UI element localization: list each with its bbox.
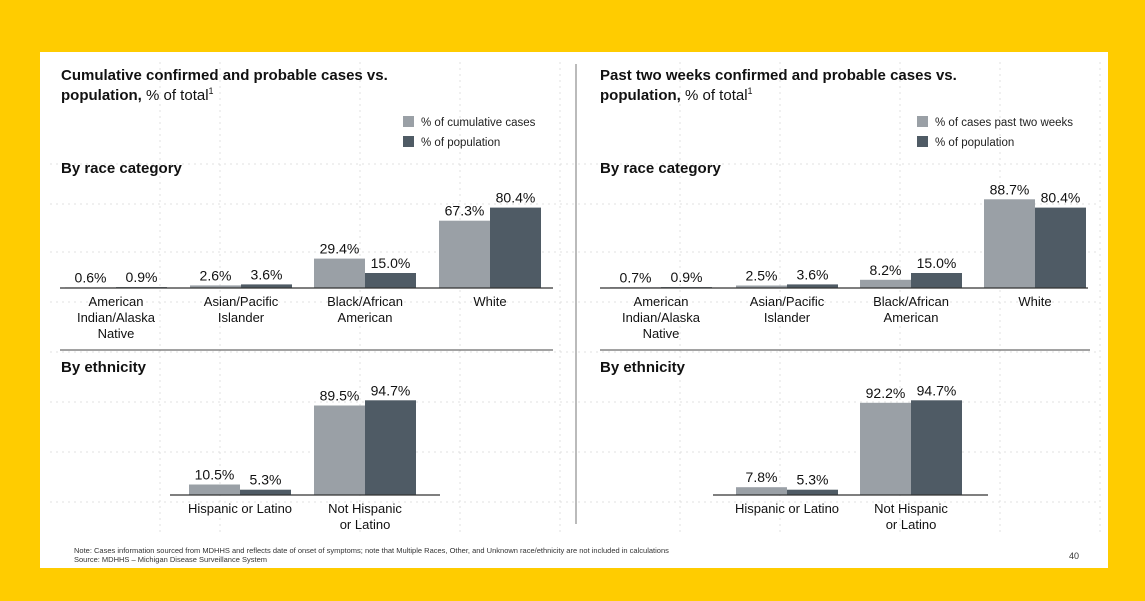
right-race-value-label-1-0: 0.9% [671, 269, 703, 285]
left-race-heading: By race category [61, 160, 183, 177]
left-ethnicity-chart: 10.5% 5.3% Hispanic or Latino 89.5% 94.7% Not… [170, 382, 440, 532]
right-race-category-label-0-1: Indian/Alaska [622, 310, 701, 325]
left-race-category-label-2-0: Black/African [327, 294, 403, 309]
slide: Cumulative confirmed and probable cases … [40, 52, 1108, 568]
left-ethnicity-bar-1-1 [365, 400, 416, 495]
left-race-category-label-0-2: Native [98, 326, 135, 341]
left-race-category-label-3-0: White [473, 294, 506, 309]
left-race-category-label-1-0: Asian/Pacific [204, 294, 279, 309]
left-race-value-label-1-3: 80.4% [496, 190, 536, 206]
page-number: 40 [1069, 551, 1080, 561]
right-ethnicity-value-label-0-1: 92.2% [866, 385, 906, 401]
right-title-line2: population, % of total1 [600, 86, 753, 104]
left-race-value-label-0-2: 29.4% [320, 241, 360, 257]
right-race-bar-0-3 [984, 199, 1035, 288]
right-legend-swatch-population [917, 136, 928, 147]
footnote-note: Note: Cases information sourced from MDH… [74, 546, 669, 555]
left-ethnicity-category-label-0-0: Hispanic or Latino [188, 501, 292, 516]
left-race-value-label-0-1: 2.6% [200, 267, 232, 283]
left-ethnicity-value-label-1-0: 5.3% [250, 472, 282, 488]
right-race-category-label-2-0: Black/African [873, 294, 949, 309]
left-race-value-label-0-0: 0.6% [75, 269, 107, 285]
left-ethnicity-category-label-1-1: or Latino [340, 517, 391, 532]
right-race-value-label-0-0: 0.7% [620, 269, 652, 285]
right-ethnicity-value-label-1-1: 94.7% [917, 382, 957, 398]
left-race-bar-1-1 [241, 284, 292, 288]
right-race-value-label-0-1: 2.5% [746, 268, 778, 284]
left-ethnicity-category-label-1-0: Not Hispanic [328, 501, 402, 516]
right-legend: % of cases past two weeks % of populatio… [917, 116, 1073, 149]
left-race-bar-0-2 [314, 258, 365, 288]
left-ethnicity-value-label-0-0: 10.5% [195, 467, 235, 483]
right-race-category-label-3-0: White [1018, 294, 1051, 309]
left-race-value-label-1-2: 15.0% [371, 255, 411, 271]
right-race-category-label-0-2: Native [643, 326, 680, 341]
right-ethnicity-chart: 7.8% 5.3% Hispanic or Latino 92.2% 94.7% Not … [713, 382, 988, 532]
right-ethnicity-bar-0-0 [736, 487, 787, 495]
right-ethnicity-bar-1-0 [787, 489, 838, 495]
background-grid [50, 62, 1101, 532]
right-race-value-label-0-3: 88.7% [990, 181, 1030, 197]
right-race-value-label-1-3: 80.4% [1041, 190, 1081, 206]
right-race-bar-0-1 [736, 285, 787, 288]
left-legend-label-population: % of population [421, 137, 500, 149]
right-ethnicity-value-label-0-0: 7.8% [746, 469, 778, 485]
right-legend-label-population: % of population [935, 137, 1014, 149]
left-title-line1: Cumulative confirmed and probable cases … [61, 67, 388, 84]
right-ethnicity-category-label-1-0: Not Hispanic [874, 501, 948, 516]
left-race-bar-0-1 [190, 285, 241, 288]
right-race-bar-1-1 [787, 284, 838, 288]
right-ethnicity-category-label-1-1: or Latino [886, 517, 937, 532]
right-race-bar-1-2 [911, 273, 962, 288]
right-race-category-label-0-0: American [634, 294, 689, 309]
left-title-line2: population, % of total1 [61, 86, 214, 104]
left-legend-swatch-cases [403, 116, 414, 127]
left-race-value-label-1-1: 3.6% [251, 266, 283, 282]
right-race-value-label-1-1: 3.6% [797, 266, 829, 282]
footnote: Note: Cases information sourced from MDH… [74, 546, 974, 564]
right-race-category-label-1-1: Islander [764, 310, 811, 325]
footnote-source: Source: MDHHS – Michigan Disease Surveil… [74, 555, 267, 564]
left-race-category-label-0-1: Indian/Alaska [77, 310, 156, 325]
right-race-category-label-2-1: American [884, 310, 939, 325]
left-ethnicity-value-label-1-1: 94.7% [371, 382, 411, 398]
right-ethnicity-heading: By ethnicity [600, 359, 686, 376]
right-title-line1: Past two weeks confirmed and probable ca… [600, 67, 957, 84]
left-race-bar-0-3 [439, 220, 490, 288]
left-ethnicity-bar-0-0 [189, 484, 240, 495]
right-ethnicity-bar-1-1 [911, 400, 962, 495]
right-race-category-label-1-0: Asian/Pacific [750, 294, 825, 309]
left-legend-label-cases: % of cumulative cases [421, 117, 536, 129]
charts-canvas: Cumulative confirmed and probable cases … [50, 62, 1101, 532]
right-race-heading: By race category [600, 160, 722, 177]
left-ethnicity-bar-1-0 [240, 489, 291, 495]
left-race-value-label-1-0: 0.9% [126, 269, 158, 285]
left-race-category-label-0-0: American [89, 294, 144, 309]
right-ethnicity-bar-0-1 [860, 402, 911, 495]
left-race-category-label-1-1: Islander [218, 310, 265, 325]
right-legend-label-cases: % of cases past two weeks [935, 117, 1073, 129]
left-race-bar-1-2 [365, 273, 416, 288]
left-ethnicity-heading: By ethnicity [61, 359, 147, 376]
right-race-value-label-0-2: 8.2% [870, 262, 902, 278]
left-race-bar-1-3 [490, 207, 541, 288]
right-race-bar-0-2 [860, 279, 911, 288]
left-ethnicity-value-label-0-1: 89.5% [320, 388, 360, 404]
right-legend-swatch-cases [917, 116, 928, 127]
left-ethnicity-bar-0-1 [314, 405, 365, 495]
right-race-value-label-1-2: 15.0% [917, 255, 957, 271]
left-legend-swatch-population [403, 136, 414, 147]
right-ethnicity-category-label-0-0: Hispanic or Latino [735, 501, 839, 516]
left-race-value-label-0-3: 67.3% [445, 203, 485, 219]
left-legend: % of cumulative cases % of population [403, 116, 536, 149]
right-ethnicity-value-label-1-0: 5.3% [797, 472, 829, 488]
right-race-bar-1-3 [1035, 207, 1086, 288]
left-race-category-label-2-1: American [338, 310, 393, 325]
